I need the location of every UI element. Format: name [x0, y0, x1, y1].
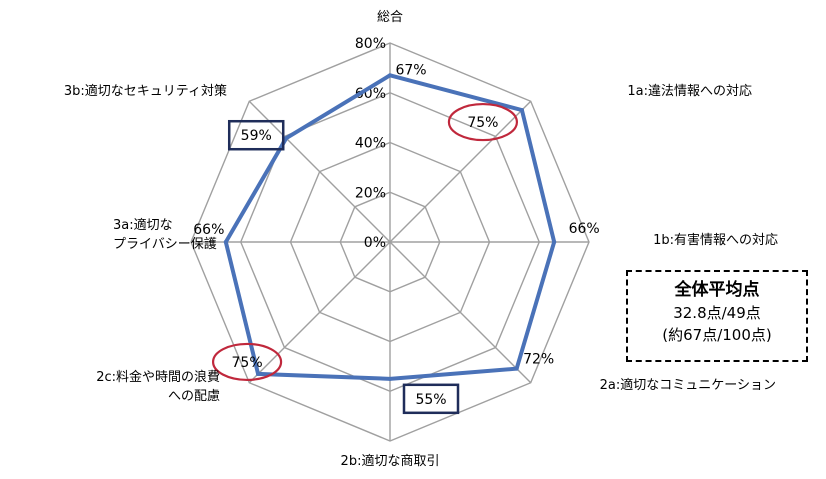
axis-label-5: 2c:料金や時間の浪費への配慮: [96, 369, 220, 404]
axis-spoke-3: [389, 241, 532, 384]
tick-label-0: 0%: [364, 235, 386, 251]
value-label-3: 72%: [523, 352, 554, 368]
axis-label-7: 3b:適切なセキュリティ対策: [64, 83, 227, 99]
value-label-5: 75%: [232, 355, 263, 371]
value-label-2: 66%: [569, 221, 600, 237]
data-point-0: [388, 73, 392, 78]
axis-label-0: 総合: [377, 10, 403, 25]
data-point-2: [552, 240, 557, 244]
axis-label-1: 1a:違法情報への対応: [627, 84, 752, 99]
summary-score-100: (約67点/100点): [662, 326, 772, 344]
axis-label-4: 2b:適切な商取引: [341, 453, 440, 469]
data-point-6: [223, 240, 228, 244]
value-label-1: 75%: [467, 115, 498, 131]
axis-spoke-5: [248, 241, 391, 384]
data-point-3: [514, 366, 519, 371]
axis-label-6: 3a:適切なプライバシー保護: [113, 217, 217, 252]
summary-box: 全体平均点 32.8点/49点 (約67点/100点): [626, 270, 808, 362]
high-score-marker-5: [211, 342, 283, 382]
axis-label-3: 2a:適切なコミュニケーション: [600, 377, 776, 393]
value-label-6: 66%: [193, 222, 224, 238]
value-label-7: 59%: [241, 128, 272, 144]
summary-title: 全体平均点: [674, 280, 760, 300]
tick-label-20: 20%: [355, 185, 386, 201]
value-label-0: 67%: [395, 62, 426, 78]
axis-label-2: 1b:有害情報への対応: [653, 232, 778, 248]
summary-score: 32.8点/49点: [673, 304, 761, 322]
tick-label-80: 80%: [355, 36, 386, 52]
tick-label-40: 40%: [355, 136, 386, 152]
data-point-1: [519, 108, 524, 113]
data-point-7: [284, 136, 289, 141]
axis-spoke-7: [248, 100, 391, 243]
axis-spoke-1: [389, 100, 532, 243]
value-label-4: 55%: [415, 392, 446, 408]
data-point-5: [256, 371, 261, 376]
low-score-marker-7: [227, 119, 285, 151]
data-point-4: [388, 376, 392, 381]
high-score-marker-1: [447, 102, 519, 142]
low-score-marker-4: [402, 383, 460, 415]
